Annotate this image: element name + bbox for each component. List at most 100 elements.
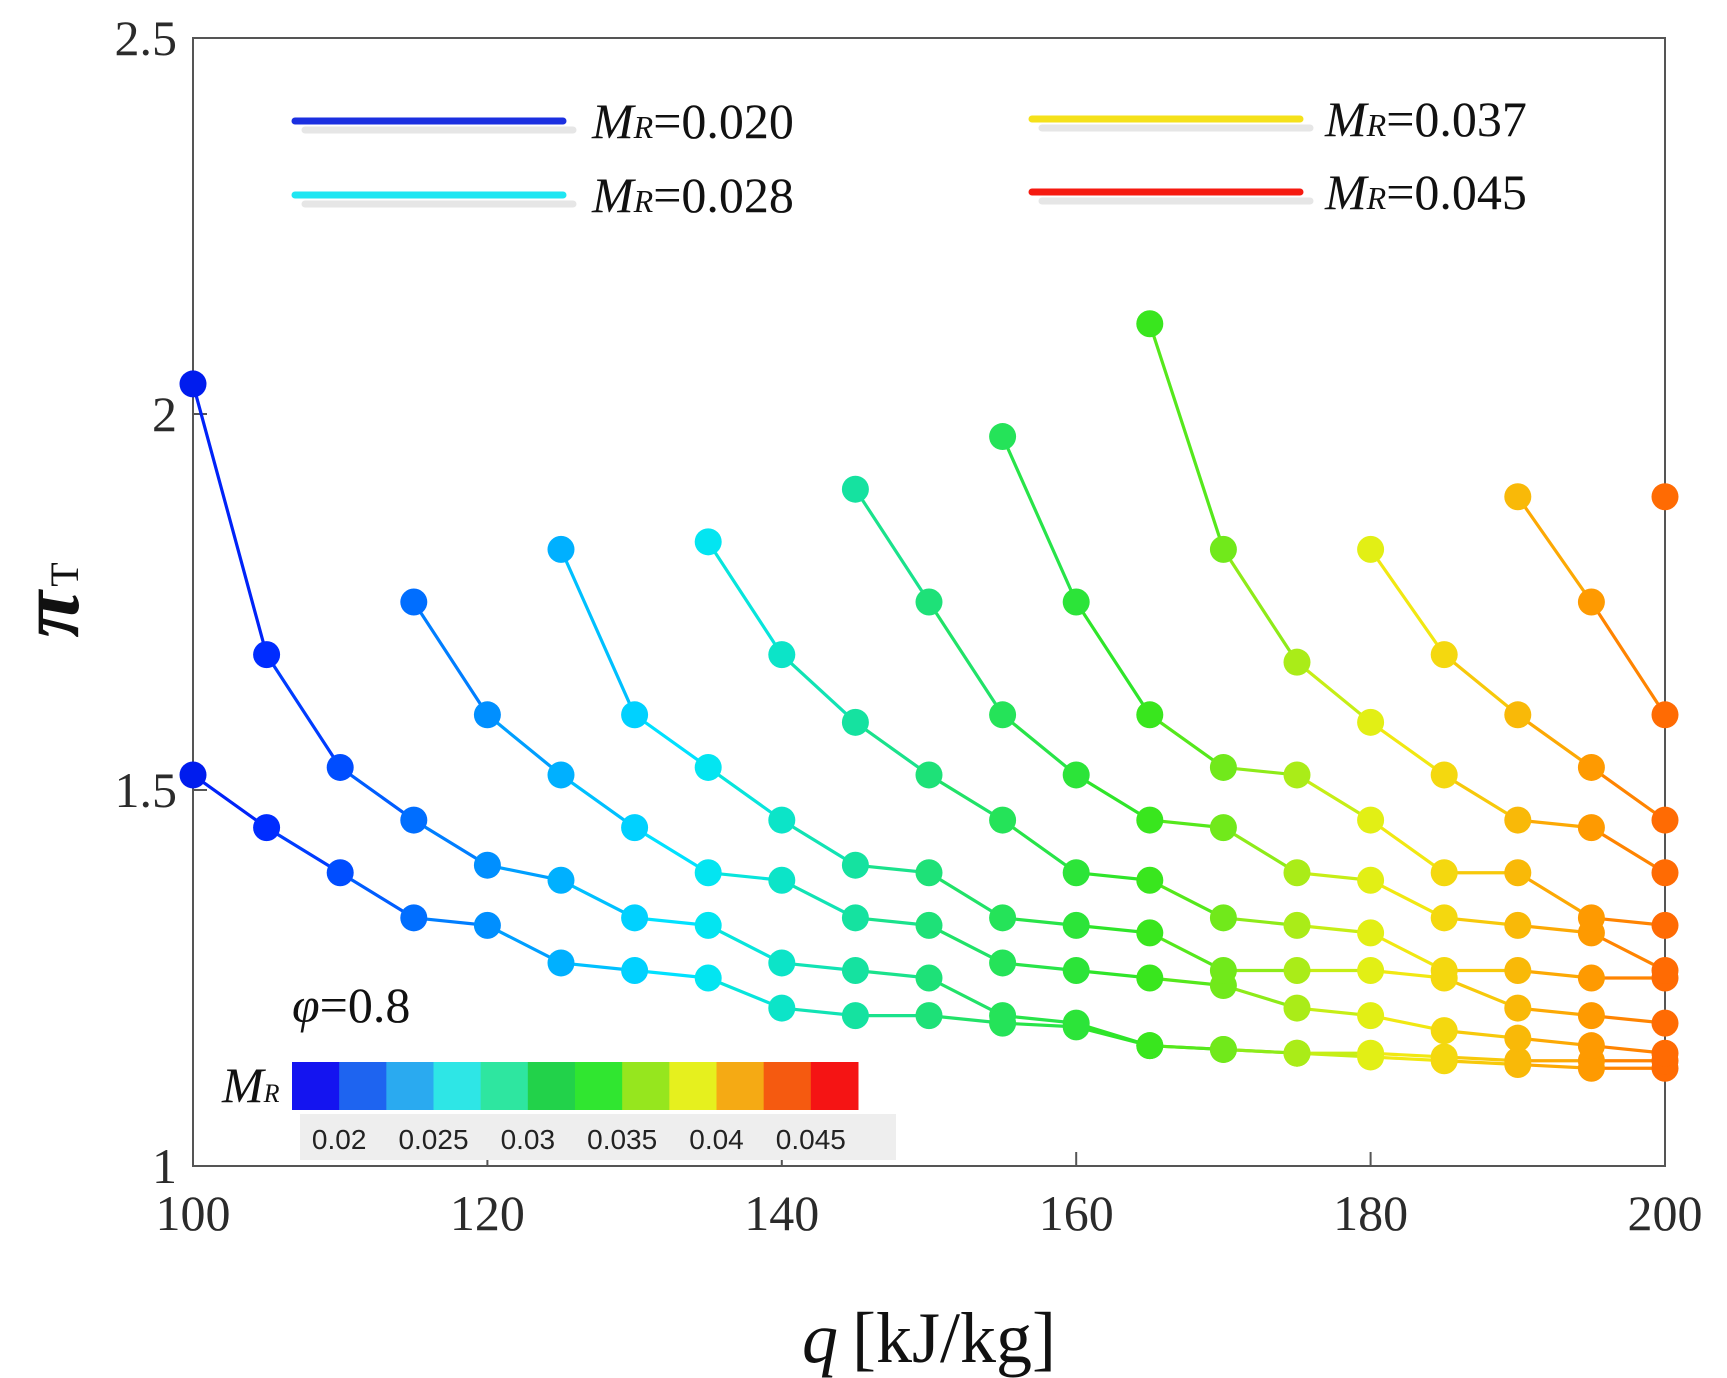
data-point: [915, 588, 943, 616]
data-point: [989, 904, 1017, 932]
series-segment: [853, 720, 931, 777]
data-point: [1577, 814, 1605, 842]
series-segment: [927, 976, 1005, 1018]
data-point: [1209, 904, 1237, 932]
series-segment: [1516, 871, 1594, 920]
data-point: [1651, 956, 1679, 984]
data-point: [989, 806, 1017, 834]
data-point: [1062, 956, 1090, 984]
series-segment: [559, 547, 637, 717]
data-point: [400, 588, 428, 616]
data-point: [915, 964, 943, 992]
data-point: [1209, 535, 1237, 563]
x-axis-label: q [kJ/kg]: [802, 1298, 1056, 1378]
series-segment: [1368, 818, 1446, 875]
colorbar-tick-label: 0.03: [501, 1124, 556, 1155]
data-point: [1357, 1002, 1385, 1030]
data-point: [989, 701, 1017, 729]
colorbar-label-symbol: M: [221, 1057, 266, 1113]
legend-item: MR=0.037: [1028, 91, 1527, 147]
data-point: [1357, 1039, 1385, 1067]
data-point: [1504, 1024, 1532, 1052]
phi-annotation-symbol: φ: [292, 977, 320, 1033]
data-point: [1504, 806, 1532, 834]
series-segment: [1074, 600, 1152, 717]
legend-label: MR=0.028: [591, 167, 794, 223]
colorbar-segment: [339, 1062, 387, 1110]
data-point: [326, 753, 354, 781]
data-point: [1283, 648, 1311, 676]
phi-annotation-value: =0.8: [320, 977, 411, 1033]
series-11: [1651, 483, 1679, 511]
data-point: [1357, 708, 1385, 736]
colorbar-tick-label: 0.02: [312, 1124, 367, 1155]
series-segment: [1074, 773, 1152, 822]
data-point: [1430, 641, 1458, 669]
data-point: [473, 701, 501, 729]
colorbar-segment: [480, 1062, 529, 1110]
series-segment: [265, 825, 342, 875]
data-point: [989, 949, 1017, 977]
data-point: [1283, 1039, 1311, 1067]
series-segment: [927, 773, 1005, 822]
data-point: [547, 761, 575, 789]
colorbar-segment: [292, 1062, 340, 1110]
series-segment: [1295, 660, 1373, 724]
series-segment: [338, 871, 416, 920]
data-point: [1504, 483, 1532, 511]
series-segment: [927, 923, 1005, 965]
data-point: [915, 1002, 943, 1030]
x-axis-ticks: 100 120 140 160 180 200: [156, 1152, 1703, 1241]
colorbar-segment: [716, 1062, 765, 1110]
series-segment: [265, 653, 342, 770]
series-segment: [1368, 878, 1446, 920]
legend-label-symbol: M: [591, 167, 636, 223]
series-segment: [1442, 773, 1520, 822]
series-segment: [559, 878, 637, 920]
y-tick-label: 1.5: [115, 762, 178, 818]
x-tick-label: 160: [1039, 1185, 1114, 1241]
data-point: [1504, 701, 1532, 729]
data-point: [694, 859, 722, 887]
series-segment: [706, 765, 784, 822]
data-point: [841, 904, 869, 932]
data-point: [547, 535, 575, 563]
data-point: [989, 423, 1017, 451]
series-segment: [1368, 931, 1446, 973]
colorbar-segment: [386, 1062, 434, 1110]
series-segment: [706, 923, 784, 965]
series-segment: [1221, 547, 1299, 664]
data-point: [1651, 701, 1679, 729]
y-axis-label: πT: [1, 562, 97, 637]
data-point: [1136, 866, 1164, 894]
data-point: [1209, 956, 1237, 984]
data-point: [768, 866, 796, 894]
data-point: [915, 911, 943, 939]
data-point: [179, 761, 207, 789]
legend-label-symbol: M: [591, 93, 636, 149]
series-segment: [1589, 765, 1667, 822]
data-point: [1136, 806, 1164, 834]
data-point: [473, 911, 501, 939]
data-point: [1651, 806, 1679, 834]
series-segment: [338, 765, 416, 822]
series-7: [989, 423, 1679, 939]
legend-label: MR=0.037: [1324, 91, 1527, 147]
series-segment: [706, 540, 784, 657]
data-point: [694, 753, 722, 781]
data-point: [1357, 535, 1385, 563]
series-segment: [1000, 713, 1078, 777]
data-point: [768, 641, 796, 669]
series-segment: [485, 923, 563, 965]
data-point: [768, 806, 796, 834]
data-point: [1062, 588, 1090, 616]
series-segment: [1442, 653, 1520, 717]
series-segment: [927, 871, 1005, 920]
x-axis-label-symbol: q: [802, 1298, 838, 1378]
data-point: [1577, 964, 1605, 992]
colorbar-segment: [527, 1062, 576, 1110]
data-point: [1430, 956, 1458, 984]
data-point: [400, 904, 428, 932]
data-point: [1209, 753, 1237, 781]
data-point: [1357, 866, 1385, 894]
